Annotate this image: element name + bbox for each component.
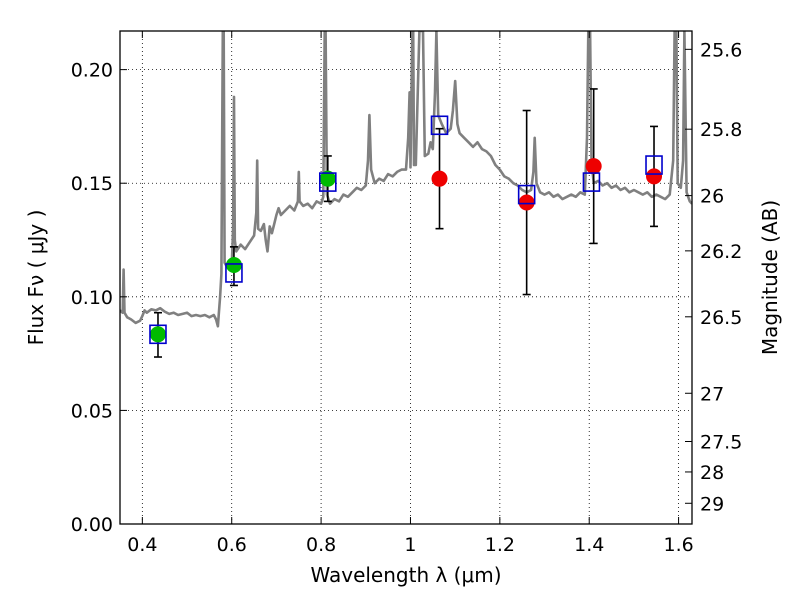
x-tick-label: 1.6 bbox=[663, 534, 693, 556]
y-tick-label: 0.10 bbox=[71, 287, 113, 309]
y2-axis-label: Magnitude (AB) bbox=[758, 200, 782, 355]
model-spectrum-layer bbox=[120, 31, 692, 328]
data-point-nir bbox=[431, 170, 448, 187]
model-photometry-marker bbox=[582, 172, 601, 192]
y-tick-label: 0.05 bbox=[71, 400, 113, 422]
x-tick-label: 0.8 bbox=[306, 534, 336, 556]
plot-frame bbox=[119, 30, 693, 525]
data-point-optical bbox=[225, 257, 242, 274]
y-tick-label: 0.15 bbox=[71, 173, 113, 195]
model-photometry-marker bbox=[318, 172, 337, 192]
data-point-optical bbox=[149, 326, 166, 343]
model-photometry-marker bbox=[517, 184, 536, 205]
x-tick-label: 1.4 bbox=[574, 534, 604, 556]
x-tick-label: 0.4 bbox=[127, 534, 157, 556]
data-point-nir bbox=[646, 168, 663, 185]
grid bbox=[120, 31, 692, 525]
model-photometry-marker bbox=[225, 263, 243, 283]
y-axis-label: Flux Fν ( μJy ) bbox=[24, 210, 48, 346]
mag-tick-label: 26.5 bbox=[700, 307, 742, 329]
markers-layer bbox=[149, 115, 663, 345]
y-tick-label: 0.00 bbox=[71, 514, 113, 536]
data-point-nir bbox=[518, 194, 535, 211]
tick-labels: 0.4 0.6 0.8 1 1.2 1.4 1.6 0.00 0.05 0.10 0.15 0.20 2… bbox=[71, 39, 743, 556]
y-tick-label: 0.20 bbox=[71, 60, 113, 82]
mag-tick-label: 29 bbox=[700, 493, 724, 515]
data-point-nir bbox=[585, 158, 602, 175]
x-axis-label: Wavelength λ (μm) bbox=[310, 563, 501, 587]
mag-tick-label: 26 bbox=[700, 186, 724, 208]
model-photometry-marker bbox=[430, 115, 449, 136]
tick-marks bbox=[120, 31, 692, 525]
mag-tick-label: 28 bbox=[700, 462, 724, 484]
x-tick-label: 1.2 bbox=[485, 534, 515, 556]
mag-tick-label: 27.5 bbox=[700, 432, 742, 454]
model-spectrum-line bbox=[120, 31, 692, 328]
mag-tick-label: 27 bbox=[700, 383, 724, 405]
x-tick-label: 0.6 bbox=[217, 534, 247, 556]
model-photometry-marker bbox=[149, 324, 167, 345]
error-bars-layer bbox=[153, 88, 659, 358]
mag-tick-label: 26.2 bbox=[700, 241, 742, 263]
x-tick-label: 1 bbox=[404, 534, 416, 556]
mag-tick-label: 25.8 bbox=[700, 119, 742, 141]
model-photometry-marker bbox=[645, 155, 663, 175]
mag-tick-label: 25.6 bbox=[700, 39, 742, 61]
